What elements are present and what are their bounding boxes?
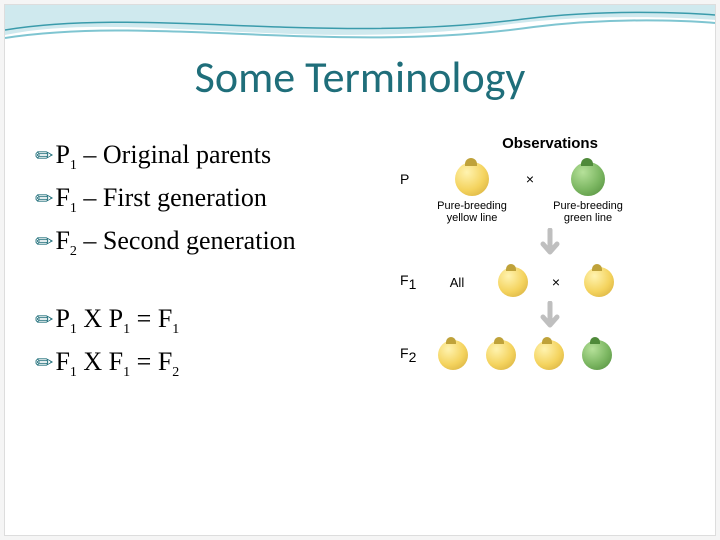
term-text: – First generation <box>77 183 267 212</box>
term-subscript: 1 <box>70 201 77 216</box>
arrow-down-icon <box>400 301 700 334</box>
arrow-down-icon <box>400 228 700 261</box>
f1-label: F1 <box>400 272 426 292</box>
eq-sub: 1 <box>70 365 77 380</box>
yellow-pea-icon <box>498 267 528 297</box>
yellow-pea-icon <box>486 340 516 370</box>
cross-symbol: × <box>518 171 542 187</box>
p-row: P × <box>400 162 700 196</box>
bullet-item: ✏ F1 – First generation <box>35 178 296 219</box>
bullet-item: ✏ P1 – Original parents <box>35 135 296 176</box>
bullet-icon: ✏ <box>35 182 53 215</box>
f2-row: F2 <box>400 340 700 370</box>
yellow-pea-icon <box>455 162 489 196</box>
all-label: All <box>432 275 482 290</box>
bullet-item: ✏ P1 X P1 = F1 <box>35 299 296 340</box>
bullet-item: ✏ F2 – Second generation <box>35 221 296 262</box>
term-text: – Second generation <box>77 226 296 255</box>
f1-row: F1 All × <box>400 267 700 297</box>
eq-part: = F <box>130 304 172 333</box>
f2-label: F2 <box>400 345 426 365</box>
eq-part: = F <box>130 347 172 376</box>
bullet-icon: ✏ <box>35 346 53 379</box>
slide: Some Terminology ✏ P1 – Original parents… <box>4 4 716 536</box>
term-symbol: P <box>55 140 69 169</box>
eq-sub: 1 <box>70 322 77 337</box>
eq-part: X F <box>77 347 123 376</box>
p-label: P <box>400 171 426 187</box>
green-label: Pure-breedinggreen line <box>548 200 628 224</box>
term-subscript: 2 <box>70 245 77 260</box>
eq-part: P <box>55 304 69 333</box>
eq-sub: 1 <box>172 322 179 337</box>
observations-title: Observations <box>400 135 700 152</box>
term-text: – Original parents <box>77 140 271 169</box>
green-pea-icon <box>571 162 605 196</box>
bullet-icon: ✏ <box>35 303 53 336</box>
bullet-icon: ✏ <box>35 225 53 258</box>
term-symbol: F <box>55 226 69 255</box>
term-subscript: 1 <box>70 158 77 173</box>
eq-part: X P <box>77 304 123 333</box>
wave-decoration <box>5 5 715 55</box>
p-sublabels: Pure-breedingyellow line Pure-breedinggr… <box>400 198 700 224</box>
yellow-pea-icon <box>584 267 614 297</box>
yellow-pea-icon <box>438 340 468 370</box>
slide-title: Some Terminology <box>5 50 715 104</box>
yellow-label: Pure-breedingyellow line <box>432 200 512 224</box>
cross-symbol: × <box>544 274 568 290</box>
eq-part: F <box>55 347 69 376</box>
green-pea-icon <box>582 340 612 370</box>
observations-diagram: Observations P × Pure-breedingyellow lin… <box>400 135 700 370</box>
eq-sub: 2 <box>172 365 179 380</box>
bullet-list: ✏ P1 – Original parents ✏ F1 – First gen… <box>35 135 296 385</box>
bullet-icon: ✏ <box>35 139 53 172</box>
yellow-pea-icon <box>534 340 564 370</box>
term-symbol: F <box>55 183 69 212</box>
bullet-item: ✏ F1 X F1 = F2 <box>35 342 296 383</box>
